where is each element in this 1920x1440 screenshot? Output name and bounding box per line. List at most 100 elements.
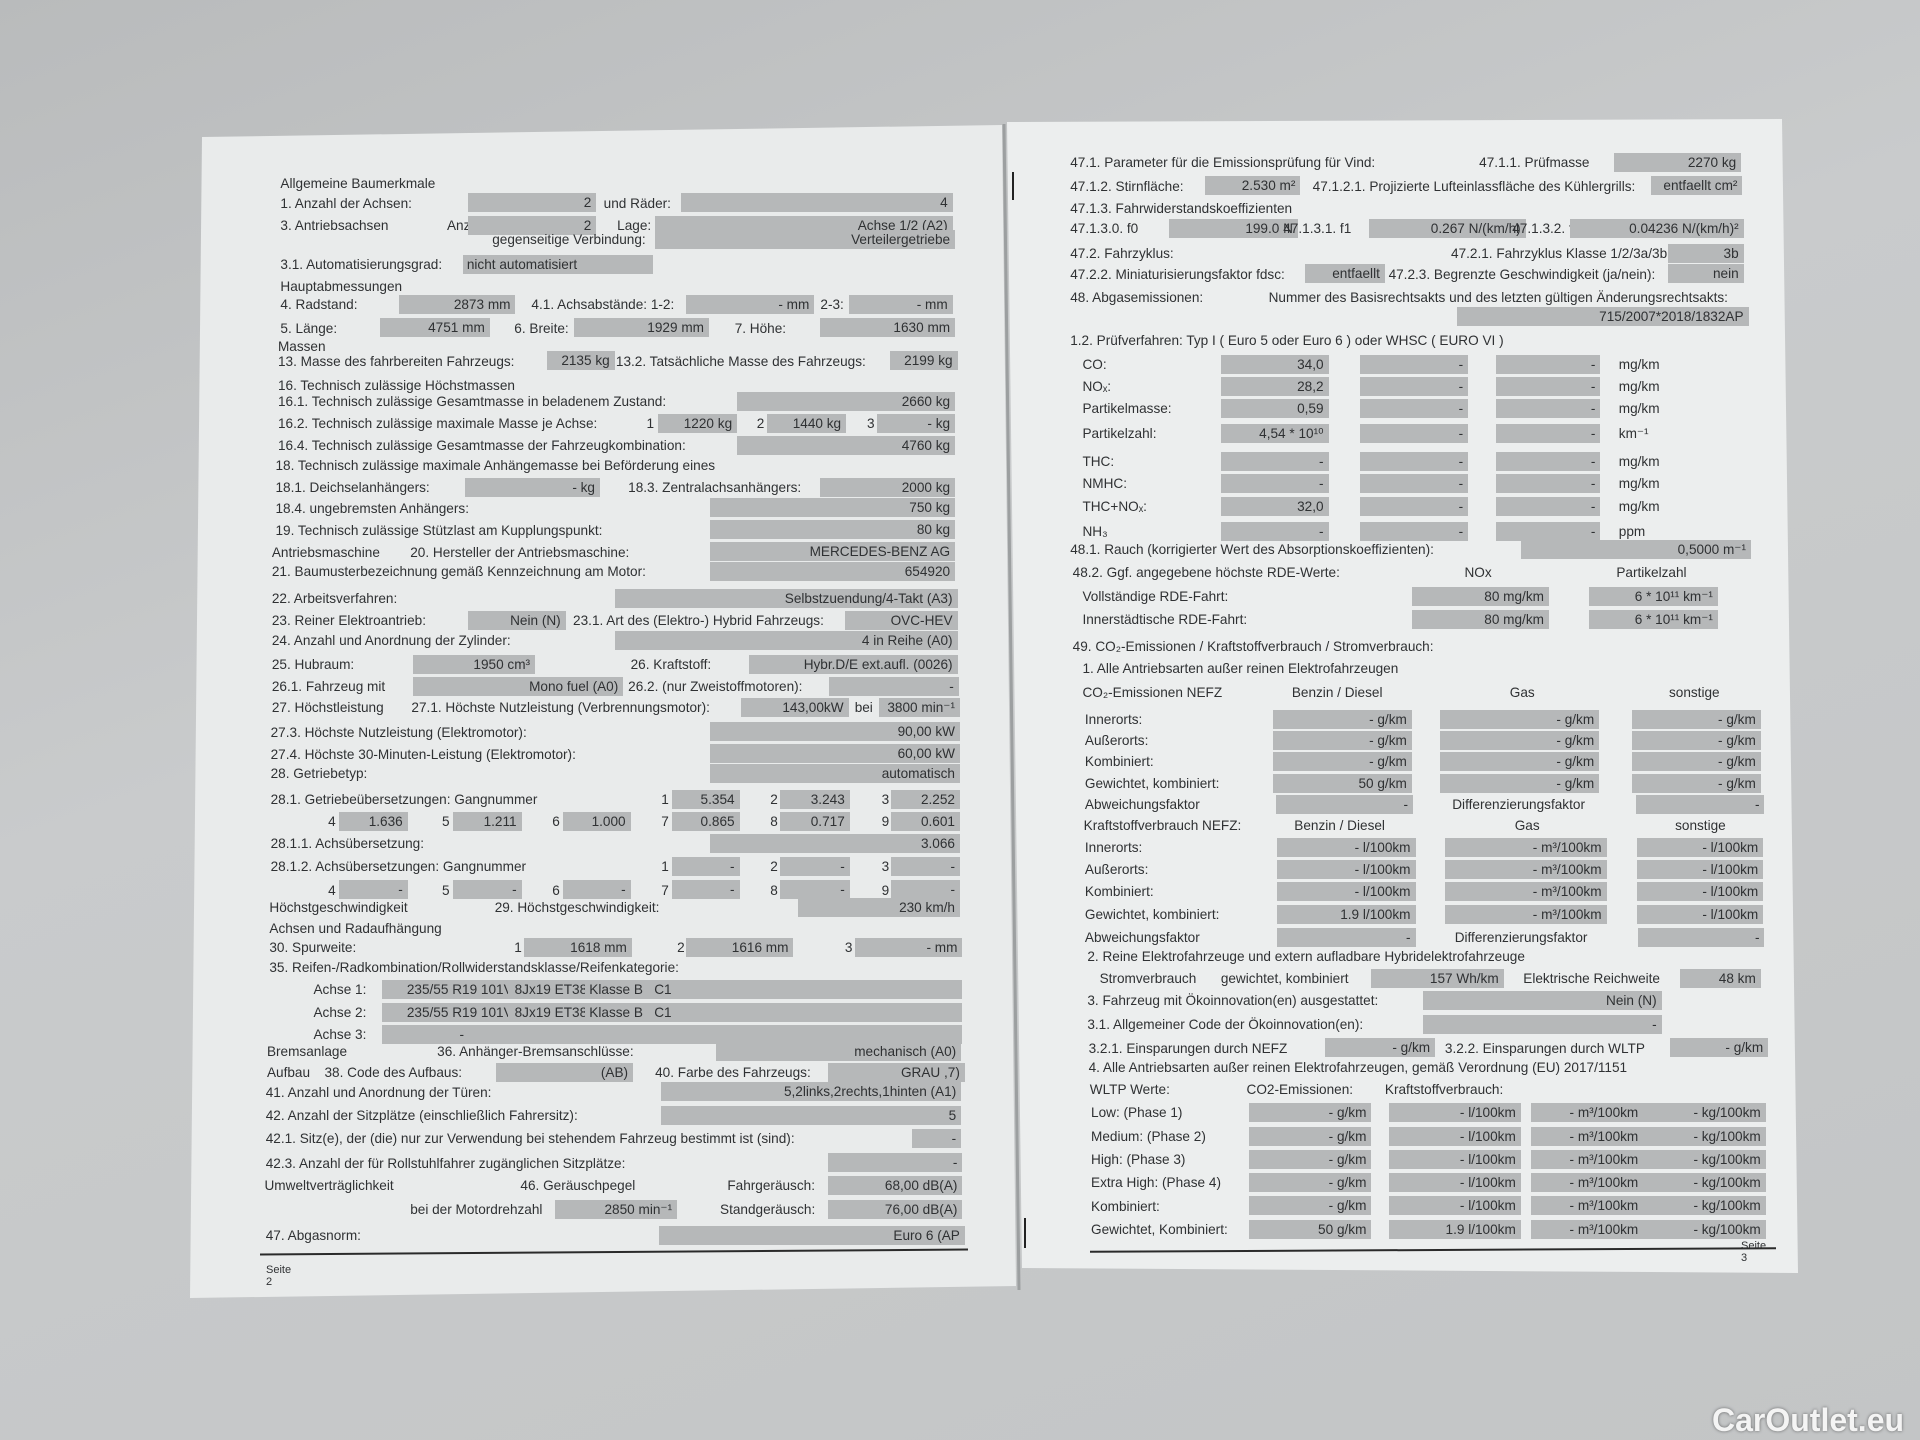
- field-label: 5. Länge:: [280, 320, 338, 336]
- field-label: 4: [328, 882, 336, 898]
- field-value: -: [1220, 473, 1329, 493]
- field-value: entfaellt cm²: [1650, 176, 1743, 196]
- field-label: 25. Hubraum:: [271, 657, 355, 673]
- field-value: - g/km: [1632, 751, 1761, 771]
- field-label: CO₂-Emissionen NEFZ: [1082, 685, 1223, 701]
- field-label: 3.2.1. Einsparungen durch NEFZ: [1088, 1040, 1288, 1056]
- field-label: 28.1.2. Achsübersetzungen: Gangnummer: [270, 859, 527, 875]
- field-label: 35. Reifen-/Radkombination/Rollwiderstan…: [269, 959, 679, 975]
- field-value: -: [1360, 473, 1469, 493]
- field-label: 6: [552, 814, 560, 830]
- field-value: - g/km: [1248, 1196, 1372, 1216]
- field-label: sonstige: [1675, 817, 1726, 833]
- field-label: 16.1. Technisch zulässige Gesamtmasse in…: [277, 394, 667, 410]
- field-value: -: [1496, 521, 1601, 541]
- field-value: -: [1496, 399, 1601, 419]
- field-value: - kg/100km: [1640, 1103, 1766, 1123]
- field-label: Gewichtet, kombiniert:: [1084, 907, 1220, 923]
- field-label: ppm: [1618, 523, 1646, 539]
- field-value: nicht automatisiert: [462, 254, 653, 274]
- field-label: 36. Anhänger-Bremsanschlüsse:: [437, 1044, 634, 1060]
- field-label: und Räder:: [603, 195, 671, 211]
- field-value: -: [1496, 355, 1601, 375]
- field-label: 3: [866, 416, 875, 432]
- field-value: 1.636: [339, 811, 408, 831]
- field-label: bei der Motordrehzahl: [410, 1202, 543, 1218]
- field-label: 7: [661, 814, 669, 830]
- field-value: 235/55 R19 101V: [382, 1002, 513, 1022]
- field-label: Abweichungsfaktor: [1084, 796, 1200, 812]
- field-value: 1630 mm: [820, 318, 956, 338]
- field-label: 8: [770, 882, 778, 898]
- field-label: 3: [881, 859, 890, 875]
- field-label: gegenseitige Verbindung:: [492, 232, 646, 248]
- field-label: 26.1. Fahrzeug mit: [271, 679, 386, 695]
- field-label: 46. Geräuschpegel: [520, 1177, 636, 1193]
- field-value: 143,00kW: [740, 697, 849, 717]
- field-label: 47.1.2.1. Projizierte Lufteinlassfläche …: [1312, 178, 1636, 194]
- field-value: 654920: [710, 562, 956, 582]
- field-value: 3800 min⁻¹: [879, 697, 960, 717]
- field-label: 1: [661, 792, 669, 808]
- field-label: 42. Anzahl der Sitzplätze (einschließlic…: [265, 1107, 578, 1123]
- field-label: Außerorts:: [1084, 733, 1149, 749]
- field-value: -: [1360, 521, 1469, 541]
- field-value: 2: [467, 193, 597, 213]
- field-label: Achse 1:: [313, 981, 367, 997]
- field-label: 13.2. Tatsächliche Masse des Fahrzeugs:: [615, 353, 866, 369]
- field-value: -: [1496, 497, 1601, 517]
- field-value: -: [912, 1128, 962, 1148]
- field-label: Partikelmasse:: [1082, 401, 1172, 417]
- field-label: Low: (Phase 1): [1091, 1105, 1183, 1121]
- field-label: Innerorts:: [1084, 839, 1143, 855]
- field-value: -: [672, 857, 740, 877]
- field-value: 4751 mm: [379, 318, 490, 338]
- field-label: 27. Höchstleistung: [271, 700, 384, 716]
- field-label: WLTP Werte:: [1089, 1082, 1170, 1098]
- field-label: 47.1.3.2. f2: [1512, 221, 1581, 237]
- field-value: -: [672, 880, 740, 900]
- field-label: Kraftstoffverbrauch NEFZ:: [1083, 817, 1242, 833]
- field-value: entfaellt: [1305, 264, 1385, 284]
- field-value: 5: [661, 1105, 962, 1125]
- field-label: 28. Getriebetyp:: [270, 766, 368, 782]
- field-label: Partikelzahl: [1616, 565, 1687, 581]
- field-label: Gas: [1509, 685, 1535, 701]
- field-value: 2873 mm: [399, 295, 516, 315]
- field-label: 3. Antriebsachsen: [280, 217, 389, 233]
- field-value: - l/100km: [1637, 904, 1764, 924]
- field-value: -: [1360, 497, 1469, 517]
- field-label: 2-3:: [820, 297, 844, 313]
- field-value: 0,5000 m⁻¹: [1520, 540, 1752, 559]
- field-value: 2850 min⁻¹: [554, 1200, 678, 1219]
- field-value: 80 kg: [710, 520, 956, 540]
- field-label: 16.4. Technisch zulässige Gesamtmasse de…: [277, 438, 686, 454]
- field-value: - g/km: [1440, 731, 1600, 751]
- field-label: 1.2. Prüfverfahren: Typ I ( Euro 5 oder …: [1070, 332, 1504, 348]
- field-value: automatisch: [710, 764, 960, 784]
- field-value: Hybr.D/E ext.aufl. (0026): [749, 655, 958, 675]
- field-value: 6 * 10¹¹ km⁻¹: [1589, 609, 1718, 629]
- field-label: Achse 3:: [313, 1027, 367, 1043]
- field-label: THC:: [1082, 454, 1115, 470]
- field-label: Innerstädtische RDE-Fahrt:: [1082, 612, 1248, 628]
- field-label: 47.1.3.0. f0: [1070, 221, 1139, 237]
- field-value: Mono fuel (A0): [412, 677, 624, 697]
- field-value: 28,2: [1220, 377, 1329, 397]
- field-label: 47.2.3. Begrenzte Geschwindigkeit (ja/ne…: [1388, 266, 1656, 282]
- field-label: 4. Alle Antriebsarten außer reinen Elekt…: [1088, 1060, 1628, 1076]
- field-value: - l/100km: [1388, 1173, 1521, 1193]
- field-value: -: [1360, 451, 1469, 471]
- field-label: 28.1.1. Achsübersetzung:: [270, 836, 425, 852]
- field-label: 29. Höchstgeschwindigkeit:: [494, 899, 660, 915]
- field-label: Lage:: [617, 217, 652, 233]
- field-label: 16.2. Technisch zulässige maximale Masse…: [277, 416, 598, 432]
- field-label: 2: [756, 416, 765, 432]
- field-label: 16. Technisch zulässige Höchstmassen: [277, 378, 515, 394]
- field-value: -: [453, 880, 522, 900]
- field-label: 40. Farbe des Fahrzeugs:: [655, 1065, 811, 1081]
- field-value: 4760 kg: [737, 435, 956, 455]
- field-label: 13. Masse des fahrbereiten Fahrzeugs:: [277, 353, 515, 369]
- field-label: 42.1. Sitz(e), der (die) nur zur Verwend…: [265, 1131, 795, 1147]
- field-value: - l/100km: [1637, 859, 1764, 879]
